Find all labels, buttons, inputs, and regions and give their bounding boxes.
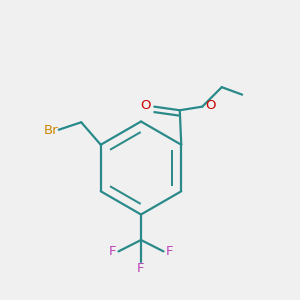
Text: Br: Br bbox=[43, 124, 58, 137]
Text: F: F bbox=[137, 262, 145, 275]
Text: O: O bbox=[205, 99, 215, 112]
Text: F: F bbox=[109, 245, 116, 258]
Text: O: O bbox=[141, 99, 151, 112]
Text: F: F bbox=[166, 245, 173, 258]
